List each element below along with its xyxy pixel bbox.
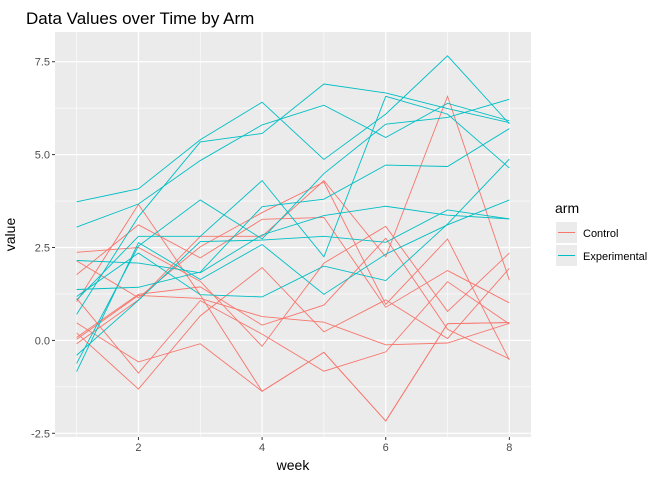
experimental-series-line <box>76 55 510 203</box>
experimental-series-line <box>76 199 510 372</box>
experimental-series-line <box>76 98 510 364</box>
chart-title: Data Values over Time by Arm <box>26 9 254 28</box>
y-tick-label: 2.5 <box>35 243 50 255</box>
experimental-series-line <box>76 158 510 298</box>
experimental-series-line <box>76 205 510 274</box>
legend-title: arm <box>555 200 579 216</box>
x-tick-label: 4 <box>259 442 265 454</box>
control-series-line <box>76 225 510 348</box>
control-series-line <box>76 322 510 422</box>
series-lines <box>76 55 510 422</box>
experimental-series-line <box>76 128 510 290</box>
legend-label: Control <box>583 228 618 240</box>
x-tick-label: 2 <box>135 442 141 454</box>
minor-gridlines <box>55 32 531 437</box>
control-series-line <box>76 266 510 390</box>
y-tick-label: 7.5 <box>35 57 50 69</box>
legend: arm Control Experimental <box>555 200 647 266</box>
legend-items: Control Experimental <box>556 222 647 266</box>
x-tick-label: 6 <box>383 442 389 454</box>
control-series-line <box>76 281 510 374</box>
y-axis-label: value <box>2 218 18 252</box>
control-series-line <box>76 237 510 360</box>
experimental-series-line <box>76 209 510 356</box>
x-axis-label: week <box>276 457 311 473</box>
axis-ticks: 2 4 6 8 -2.5 0.0 2.5 5.0 7.5 <box>31 57 512 454</box>
y-tick-label: 0.0 <box>35 335 50 347</box>
experimental-series-line <box>76 95 510 301</box>
y-tick-label: -2.5 <box>31 428 50 440</box>
experimental-series-line <box>76 102 510 228</box>
plot-panel <box>55 32 531 437</box>
control-series-line <box>76 181 510 361</box>
legend-label: Experimental <box>583 251 647 263</box>
y-tick-label: 5.0 <box>35 150 50 162</box>
x-tick-label: 8 <box>506 442 512 454</box>
control-series-line <box>76 294 510 346</box>
experimental-series-line <box>76 83 510 315</box>
